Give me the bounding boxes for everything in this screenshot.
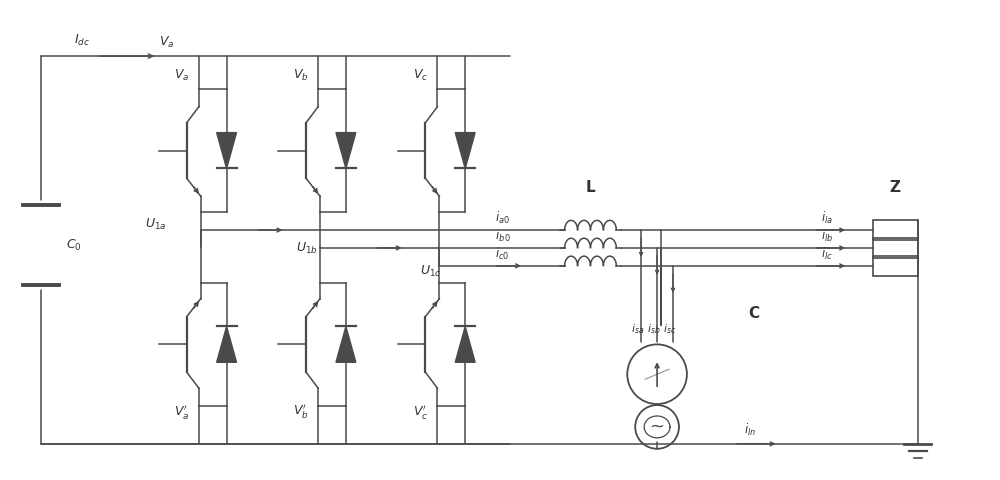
Text: $i_{c0}$: $i_{c0}$ (495, 246, 509, 262)
Text: $U_{1b}$: $U_{1b}$ (296, 241, 318, 256)
Text: $i_{la}$: $i_{la}$ (821, 210, 833, 226)
Text: $U_{1a}$: $U_{1a}$ (145, 217, 167, 232)
Text: $C_0$: $C_0$ (66, 238, 81, 252)
Text: $I_{dc}$: $I_{dc}$ (74, 33, 90, 48)
Text: Z: Z (890, 180, 901, 195)
Bar (873, 220, 918, 240)
Text: L: L (586, 180, 595, 195)
Text: $V_c'$: $V_c'$ (413, 404, 428, 421)
Text: ~: ~ (650, 418, 665, 436)
Polygon shape (336, 132, 356, 168)
Text: $V_c$: $V_c$ (413, 68, 428, 83)
Text: $U_{1c}$: $U_{1c}$ (420, 264, 442, 279)
Text: $i_{ln}$: $i_{ln}$ (744, 422, 756, 438)
Text: $i_{sc}$: $i_{sc}$ (663, 323, 676, 336)
Text: $V_a'$: $V_a'$ (174, 404, 190, 421)
Text: C: C (749, 306, 760, 321)
Text: $i_{b\,0}$: $i_{b\,0}$ (495, 228, 511, 244)
Text: $i_{sa}$: $i_{sa}$ (631, 323, 645, 336)
Text: $i_{lb}$: $i_{lb}$ (821, 228, 834, 244)
Polygon shape (336, 326, 356, 362)
Text: $i_{a0}$: $i_{a0}$ (495, 210, 510, 226)
Polygon shape (217, 326, 237, 362)
Polygon shape (455, 326, 475, 362)
Bar (873, 238, 918, 258)
Polygon shape (455, 132, 475, 168)
Polygon shape (217, 132, 237, 168)
Text: $i_{lc}$: $i_{lc}$ (821, 246, 833, 262)
Text: $V_a$: $V_a$ (159, 35, 174, 50)
Text: $i_{sb}$: $i_{sb}$ (647, 323, 661, 336)
Bar (873, 256, 918, 276)
Text: $V_b'$: $V_b'$ (293, 403, 309, 421)
Text: $V_b$: $V_b$ (293, 68, 309, 83)
Text: $V_a$: $V_a$ (174, 68, 190, 83)
